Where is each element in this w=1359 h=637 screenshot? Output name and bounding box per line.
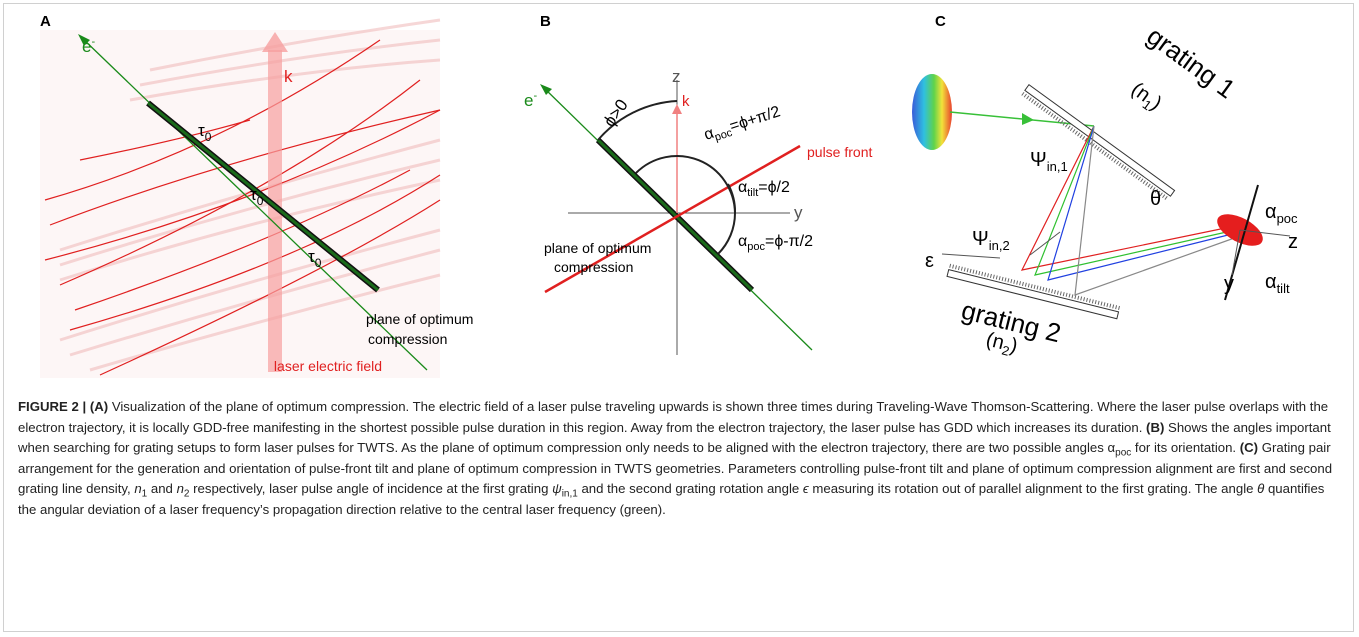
n1-label: (n1) [1125, 78, 1165, 117]
tau-sub: 0 [257, 194, 264, 208]
normal-line [1030, 232, 1060, 255]
caption-text: measuring its rotation out of parallel a… [809, 481, 1257, 496]
pulse-front-label: pulse front [807, 144, 872, 160]
caption: FIGURE 2 | (A) Visualization of the plan… [18, 397, 1340, 521]
alpha-poc-minus-label: αpoc=ϕ-π/2 [738, 233, 813, 253]
grating-1-label: grating 1 [1141, 21, 1240, 105]
theta-label: θ [1150, 188, 1161, 210]
alpha-tilt-arc [728, 184, 735, 213]
caption-sub: poc [1115, 448, 1131, 459]
caption-text: for its orientation. [1131, 440, 1239, 455]
caption-symbol: n [177, 481, 184, 496]
dispersed-beams [1022, 126, 1240, 295]
n-close: ) [1008, 335, 1020, 358]
alpha-base: α [738, 233, 747, 250]
alpha-tilt-label: αtilt [1265, 271, 1290, 296]
psi-sub: in,2 [989, 238, 1010, 253]
caption-bold: (B) [1146, 420, 1164, 435]
alpha-sub: tilt [1277, 281, 1290, 296]
panel-label: C [935, 13, 946, 30]
caption-text: Visualization of the plane of optimum co… [18, 399, 1328, 435]
electron-sup: - [533, 90, 537, 102]
tau-sub: 0 [205, 130, 212, 144]
caption-text: and the second grating rotation angle [578, 481, 803, 496]
alpha-poc-minus-arc [718, 213, 735, 254]
caption-symbol: n [134, 481, 141, 496]
panel-label: A [40, 13, 51, 30]
psi-base: Ψ [972, 228, 989, 250]
k-label: k [682, 93, 690, 110]
alpha-base: α [1265, 271, 1277, 293]
caption-text: and [147, 481, 176, 496]
psi1-label: Ψin,1 [1030, 149, 1068, 174]
alpha-sub: poc [747, 241, 765, 253]
plane-label: compression [368, 331, 447, 347]
panel-c: C grating 1 (n1) Ψin,1 θ Ψin,2 ε grating… [912, 13, 1298, 360]
input-arrow [1022, 113, 1034, 125]
plane-label: plane of optimum [544, 240, 651, 256]
caption-bold: FIGURE 2 | (A) [18, 399, 108, 414]
psi2-label: Ψin,2 [972, 228, 1010, 253]
alpha-rest: =ϕ/2 [758, 179, 790, 196]
page: A e- k τ0 τ0 τ0 plane of optimum compres… [0, 0, 1359, 637]
epsilon-label: ε [925, 250, 934, 272]
plane-label: plane of optimum [366, 311, 473, 327]
epsilon-line [942, 254, 1000, 258]
phi-label: ϕ>0 [600, 96, 632, 131]
field-label: laser electric field [274, 358, 382, 374]
alpha-poc-arc [636, 156, 735, 213]
psi-base: Ψ [1030, 149, 1047, 171]
alpha-rest: =ϕ-π/2 [765, 233, 813, 250]
caption-sub: in,1 [562, 489, 578, 500]
panel-b: B e- z y k ϕ>0 αpoc=ϕ+π/2 αtilt=ϕ/2 αpoc… [524, 13, 872, 355]
electron-sup: - [91, 36, 95, 48]
y-label: y [794, 203, 803, 222]
caption-bold: (C) [1240, 440, 1258, 455]
alpha-poc-label: αpoc [1265, 201, 1298, 226]
caption-text: respectively, laser pulse angle of incid… [189, 481, 552, 496]
tau-sub: 0 [315, 256, 322, 270]
caption-symbol: ψ [552, 481, 562, 496]
alpha-tilt-label: αtilt=ϕ/2 [738, 179, 790, 199]
electron-base: e [524, 91, 533, 110]
electron-base: e [82, 37, 91, 56]
alpha-base: α [738, 179, 747, 196]
z-label: z [1288, 231, 1298, 253]
panel-a: A e- k τ0 τ0 τ0 plane of optimum compres… [40, 13, 473, 378]
alpha-poc-plus-label: αpoc=ϕ+π/2 [702, 103, 783, 146]
plane-label: compression [554, 259, 633, 275]
psi-sub: in,1 [1047, 159, 1068, 174]
alpha-sub: poc [1277, 211, 1298, 226]
alpha-rest: =ϕ+π/2 [728, 103, 783, 135]
caption-symbol: α [1108, 440, 1116, 455]
alpha-base: α [1265, 201, 1277, 223]
electron-label: e- [524, 90, 537, 110]
k-label: k [284, 67, 293, 86]
y-label: y [1224, 273, 1234, 295]
figure: A e- k τ0 τ0 τ0 plane of optimum compres… [0, 0, 1359, 395]
panel-label: B [540, 13, 551, 30]
k-head [672, 104, 682, 114]
spectrum-pulse [912, 74, 952, 150]
alpha-sub: tilt [747, 187, 758, 199]
z-label: z [672, 67, 681, 86]
